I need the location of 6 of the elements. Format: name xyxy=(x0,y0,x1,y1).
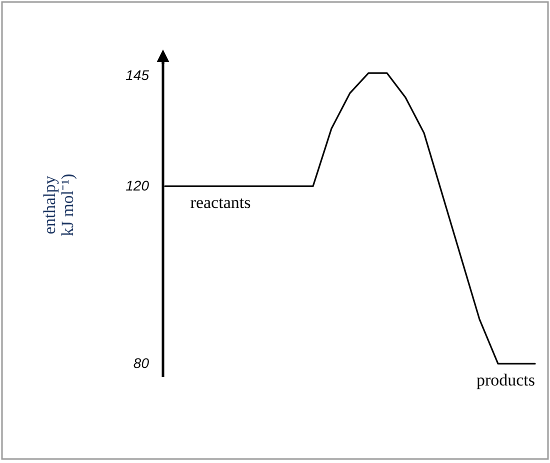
annotation: products xyxy=(476,370,535,390)
y-tick-label: 120 xyxy=(126,178,150,194)
y-axis-title: enthalpy kJ mol⁻¹) xyxy=(40,174,77,236)
y-tick-label: 145 xyxy=(126,66,150,83)
y-tick-label: 80 xyxy=(133,355,150,372)
annotation: reactants xyxy=(190,193,251,212)
